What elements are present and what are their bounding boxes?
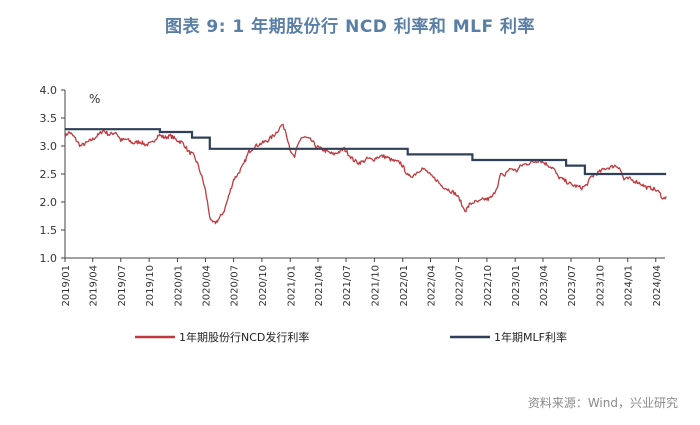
y-tick-label: 2.0 (40, 196, 58, 209)
y-tick-label: 3.5 (40, 112, 58, 125)
x-tick-label: 2021/07 (342, 265, 353, 307)
x-tick-label: 2020/01 (173, 265, 184, 307)
y-tick-label: 4.0 (40, 84, 58, 97)
series-mlf-line (65, 128, 667, 176)
x-tick-label: 2023/01 (511, 265, 522, 307)
axes-layer: 1.0 1.5 2.0 2.5 3.0 3.5 4.0% 2019/01 2019/04 2019… (40, 84, 665, 307)
x-tick-label: 2023/10 (595, 265, 606, 307)
x-tick-label: 2024/04 (652, 265, 663, 307)
y-axis-label: % (89, 92, 100, 106)
y-tick-label: 1.0 (40, 252, 58, 265)
legend-label: 1年期股份行NCD发行利率 (179, 330, 309, 344)
series-ncd-line (64, 123, 667, 225)
x-tick-label: 2019/07 (117, 265, 128, 307)
x-tick-label: 2023/07 (567, 265, 578, 307)
chart-title: 图表 9: 1 年期股份行 NCD 利率和 MLF 利率 (164, 17, 536, 37)
series-layer (64, 123, 667, 225)
x-tick-label: 2022/10 (483, 265, 494, 307)
x-tick-label: 2021/10 (370, 265, 381, 307)
x-tick-label: 2022/04 (426, 265, 437, 307)
x-tick-label: 2024/01 (624, 265, 635, 307)
y-tick-label: 2.5 (40, 168, 58, 181)
y-tick-label: 3.0 (40, 140, 58, 153)
x-tick-label: 2019/01 (61, 265, 72, 307)
legend: 1年期股份行NCD发行利率 1年期MLF利率 (135, 330, 567, 344)
x-tick-label: 2020/10 (258, 265, 269, 307)
x-tick-label: 2022/01 (399, 265, 410, 307)
x-tick-label: 2019/04 (89, 265, 100, 307)
x-tick-label: 2022/07 (455, 265, 466, 307)
x-tick-label: 2021/01 (286, 265, 297, 307)
source-note: 资料来源：Wind，兴业研究 (527, 396, 678, 410)
x-tick-label: 2020/07 (230, 265, 241, 307)
x-tick-label: 2020/04 (202, 265, 213, 307)
legend-label: 1年期MLF利率 (494, 330, 567, 344)
x-tick-label: 2023/04 (539, 265, 550, 307)
y-tick-label: 1.5 (40, 224, 58, 237)
x-tick-label: 2019/10 (145, 265, 156, 307)
x-tick-label: 2021/04 (314, 265, 325, 307)
